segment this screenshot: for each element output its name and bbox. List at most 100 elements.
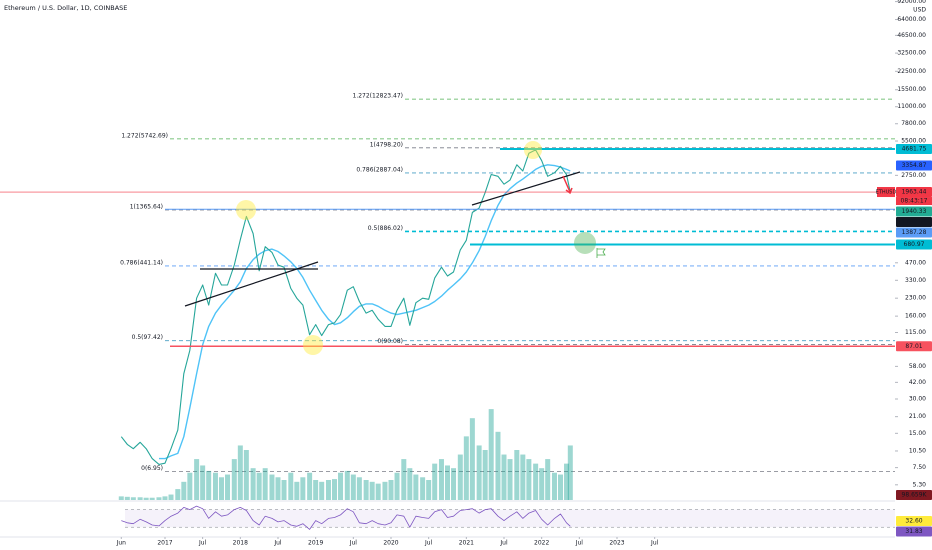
volume-bar <box>162 496 168 500</box>
volume-bar <box>225 474 231 500</box>
x-tick-label: 2019 <box>308 540 323 547</box>
x-tick-label: 2017 <box>157 540 172 547</box>
symbol-tag: ETHUSD <box>876 190 897 196</box>
volume-bar <box>457 454 463 500</box>
x-tick-label: Jul <box>424 540 433 547</box>
volume-bar <box>237 445 243 500</box>
volume-bar <box>250 468 256 500</box>
volume-bar <box>262 468 268 500</box>
fib-label: 1.272(5742.69) <box>121 132 168 139</box>
volume-bar <box>413 474 419 500</box>
volume-bar <box>558 474 564 500</box>
fib-label: 1(1365.64) <box>130 203 163 210</box>
volume-bar <box>432 463 438 500</box>
volume-bar <box>401 459 407 500</box>
y-tick-label: 58.00 <box>909 363 926 370</box>
volume-label-box <box>896 490 932 500</box>
y-tick-label: 230.00 <box>905 295 926 302</box>
fib-label: 1(4798.20) <box>370 141 403 148</box>
price-label-box <box>896 206 932 217</box>
volume-bar <box>275 477 281 500</box>
price-line <box>120 149 571 465</box>
y-tick-label: 46500.00 <box>897 32 926 39</box>
y-tick-label: 32500.00 <box>897 50 926 57</box>
y-tick-label: 30.00 <box>909 396 926 403</box>
volume-bar <box>501 454 507 500</box>
x-tick-label: Jul <box>650 540 659 547</box>
volume-bar <box>520 454 526 500</box>
fib-label: 0.786(441.14) <box>120 259 163 266</box>
y-tick-label: 5.30 <box>913 481 927 488</box>
volume-bar <box>218 477 224 500</box>
price-label: 1940.33 <box>902 208 927 215</box>
volume-bar <box>526 459 532 500</box>
volume-bar <box>545 459 551 500</box>
price-label-box <box>896 187 932 198</box>
volume-bar <box>344 470 350 500</box>
volume-bar <box>451 468 457 500</box>
countdown-box <box>896 197 932 206</box>
y-tick-label: 21.00 <box>909 413 926 420</box>
y-tick-label: 10.50 <box>909 447 926 454</box>
volume-bar <box>168 494 174 500</box>
price-label: 1788.54 <box>902 219 927 226</box>
rsi-label-box <box>896 516 932 527</box>
price-label-box <box>896 144 932 155</box>
y-tick-label: 15.00 <box>909 430 926 437</box>
flag-icon <box>596 248 606 258</box>
volume-bar <box>420 477 426 500</box>
volume-bar <box>375 483 381 500</box>
volume-bar <box>137 497 143 500</box>
price-label-box <box>896 227 932 238</box>
volume-bar <box>130 497 136 500</box>
fib-label: 0.786(2887.04) <box>356 166 403 173</box>
volume-bar <box>539 468 545 500</box>
volume-bar <box>181 481 187 500</box>
highlight <box>574 232 596 254</box>
volume-bar <box>319 481 325 500</box>
price-label: 3354.87 <box>902 162 927 169</box>
volume-bar <box>388 480 394 500</box>
x-tick-label: 2018 <box>233 540 248 547</box>
x-tick-label: Jun <box>116 540 127 547</box>
price-label: 87.01 <box>905 343 922 350</box>
price-label-box <box>896 160 932 171</box>
price-label-box <box>896 239 932 250</box>
volume-bar <box>514 450 520 500</box>
volume-bar <box>488 409 494 500</box>
volume-bar <box>350 474 356 500</box>
fib-label: 1.272(12823.47) <box>353 93 404 100</box>
x-tick-label: Jul <box>273 540 282 547</box>
volume-bar <box>294 481 300 500</box>
volume-bar <box>331 479 337 500</box>
x-tick-label: 2020 <box>383 540 398 547</box>
rsi-label: 32.60 <box>905 518 922 525</box>
volume-bar <box>300 477 306 500</box>
y-tick-label: 92000.00 <box>897 0 926 5</box>
volume-bar <box>495 431 501 500</box>
volume-bar <box>426 480 432 500</box>
highlight <box>524 141 542 159</box>
y-tick-label: 115.00 <box>905 329 926 336</box>
volume-bar <box>338 472 344 500</box>
volume-bar <box>118 496 124 500</box>
volume-bar <box>445 465 450 500</box>
volume-bar <box>325 480 331 500</box>
volume-bar <box>212 472 218 500</box>
arrow <box>562 175 573 195</box>
fib-label: 0.5(97.42) <box>132 334 163 341</box>
y-tick-label: 22500.00 <box>897 68 926 75</box>
fib-label: 0(6.95) <box>141 465 163 472</box>
y-tick-label: 7.50 <box>913 464 927 471</box>
x-tick-label: Jul <box>575 540 584 547</box>
y-tick-label: 2750.00 <box>901 172 926 179</box>
price-label: 1963.44 <box>902 189 927 196</box>
volume-bar <box>507 459 513 500</box>
drawings <box>184 141 606 355</box>
volume-bar <box>156 497 162 500</box>
volume-bar <box>476 445 482 500</box>
volume-bar <box>187 472 193 500</box>
